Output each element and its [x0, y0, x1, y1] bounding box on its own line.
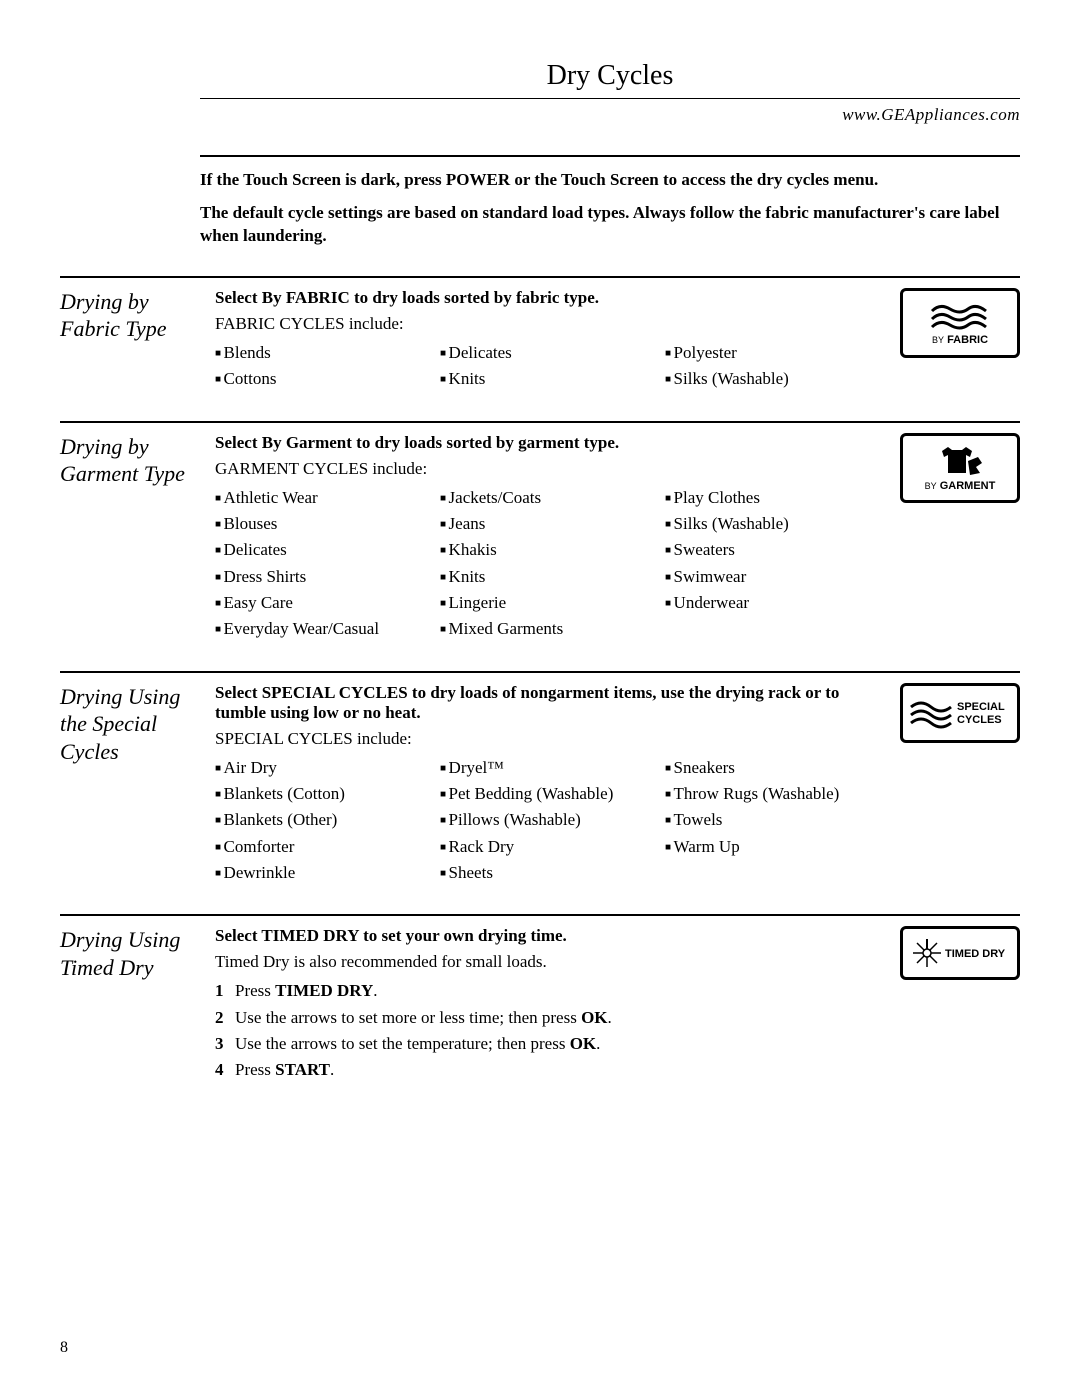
- garment-icon: BY GARMENT: [900, 433, 1020, 503]
- list-item: Swimwear: [665, 564, 880, 590]
- step-2: Use the arrows to set more or less time;…: [215, 1005, 880, 1031]
- list-item: Khakis: [440, 537, 655, 563]
- list-item: Sheets: [440, 860, 655, 886]
- heading-special: Drying Using the Special Cycles: [60, 683, 215, 887]
- list-item: Towels: [665, 807, 880, 833]
- list-item: Dress Shirts: [215, 564, 430, 590]
- list-item: Mixed Garments: [440, 616, 655, 642]
- section-special: Drying Using the Special Cycles Select S…: [60, 671, 1020, 887]
- special-icon: SPECIALCYCLES: [900, 683, 1020, 743]
- list-item: Comforter: [215, 834, 430, 860]
- heading-timed: Drying Using Timed Dry: [60, 926, 215, 1083]
- intro-block: If the Touch Screen is dark, press POWER…: [200, 155, 1020, 248]
- heading-garment: Drying by Garment Type: [60, 433, 215, 643]
- list-item: Everyday Wear/Casual: [215, 616, 430, 642]
- list-item: Warm Up: [665, 834, 880, 860]
- list-item: Cottons: [215, 366, 430, 392]
- special-sub: SPECIAL CYCLES include:: [215, 729, 880, 749]
- list-item: Blouses: [215, 511, 430, 537]
- list-item: Play Clothes: [665, 485, 880, 511]
- heading-fabric: Drying by Fabric Type: [60, 288, 215, 393]
- list-item: Delicates: [215, 537, 430, 563]
- list-item: Dryel™: [440, 755, 655, 781]
- page-number: 8: [60, 1339, 68, 1357]
- list-item: Knits: [440, 564, 655, 590]
- fabric-sub: FABRIC CYCLES include:: [215, 314, 880, 334]
- timed-lead: Select TIMED DRY to set your own drying …: [215, 926, 880, 946]
- icon-label-bold: GARMENT: [940, 480, 996, 492]
- step-4: Press START.: [215, 1057, 880, 1083]
- icon-label-bold: FABRIC: [947, 334, 988, 346]
- list-item: Silks (Washable): [665, 366, 880, 392]
- list-item: Pillows (Washable): [440, 807, 655, 833]
- list-item: Lingerie: [440, 590, 655, 616]
- garment-sub: GARMENT CYCLES include:: [215, 459, 880, 479]
- list-item: Air Dry: [215, 755, 430, 781]
- website-url: www.GEAppliances.com: [200, 105, 1020, 125]
- list-item: Jeans: [440, 511, 655, 537]
- list-item: Throw Rugs (Washable): [665, 781, 880, 807]
- page-title: Dry Cycles: [200, 60, 1020, 92]
- list-item: Pet Bedding (Washable): [440, 781, 655, 807]
- list-item: Rack Dry: [440, 834, 655, 860]
- icon-label-small: BY: [925, 481, 937, 491]
- timed-sub: Timed Dry is also recommended for small …: [215, 952, 880, 972]
- list-item: Dewrinkle: [215, 860, 430, 886]
- list-item: Delicates: [440, 340, 655, 366]
- list-item: Polyester: [665, 340, 880, 366]
- rule-top: [200, 98, 1020, 99]
- list-item: Knits: [440, 366, 655, 392]
- icon-label-bold: SPECIALCYCLES: [957, 701, 1005, 725]
- list-item: Blankets (Other): [215, 807, 430, 833]
- list-item: Blankets (Cotton): [215, 781, 430, 807]
- icon-label-bold: TIMED DRY: [945, 949, 1005, 960]
- icon-label-small: BY: [932, 335, 944, 345]
- section-fabric: Drying by Fabric Type Select By FABRIC t…: [60, 276, 1020, 393]
- step-3: Use the arrows to set the temperature; t…: [215, 1031, 880, 1057]
- step-1: Press TIMED DRY.: [215, 978, 880, 1004]
- special-lead: Select SPECIAL CYCLES to dry loads of no…: [215, 683, 880, 723]
- list-item: Easy Care: [215, 590, 430, 616]
- fabric-lead: Select By FABRIC to dry loads sorted by …: [215, 288, 880, 308]
- intro-line-2: The default cycle settings are based on …: [200, 202, 1020, 248]
- list-item: Sweaters: [665, 537, 880, 563]
- section-timed: Drying Using Timed Dry Select TIMED DRY …: [60, 914, 1020, 1083]
- intro-line-1: If the Touch Screen is dark, press POWER…: [200, 169, 1020, 192]
- timed-icon: TIMED DRY: [900, 926, 1020, 980]
- garment-lead: Select By Garment to dry loads sorted by…: [215, 433, 880, 453]
- list-item: Blends: [215, 340, 430, 366]
- list-item: Jackets/Coats: [440, 485, 655, 511]
- list-item: Sneakers: [665, 755, 880, 781]
- list-item: Underwear: [665, 590, 880, 616]
- list-item: Silks (Washable): [665, 511, 880, 537]
- fabric-icon: BY FABRIC: [900, 288, 1020, 358]
- section-garment: Drying by Garment Type Select By Garment…: [60, 421, 1020, 643]
- list-item: Athletic Wear: [215, 485, 430, 511]
